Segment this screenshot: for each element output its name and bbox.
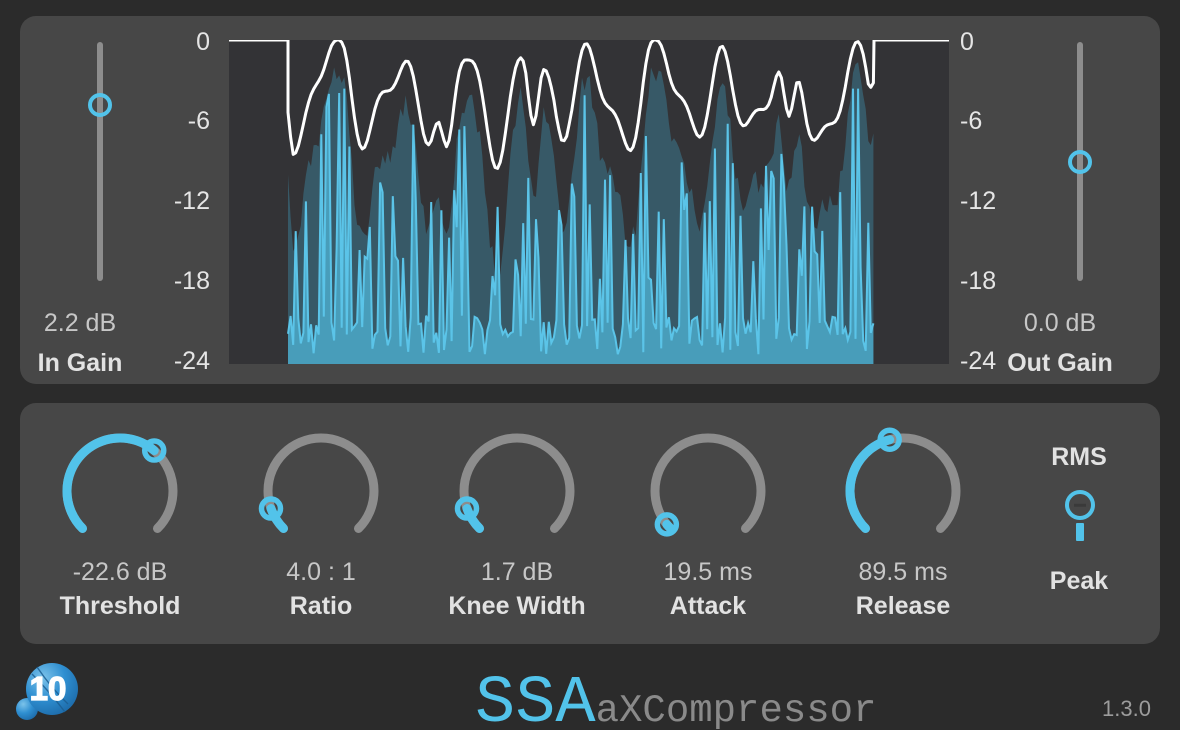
svg-text:10: 10 bbox=[30, 670, 67, 707]
